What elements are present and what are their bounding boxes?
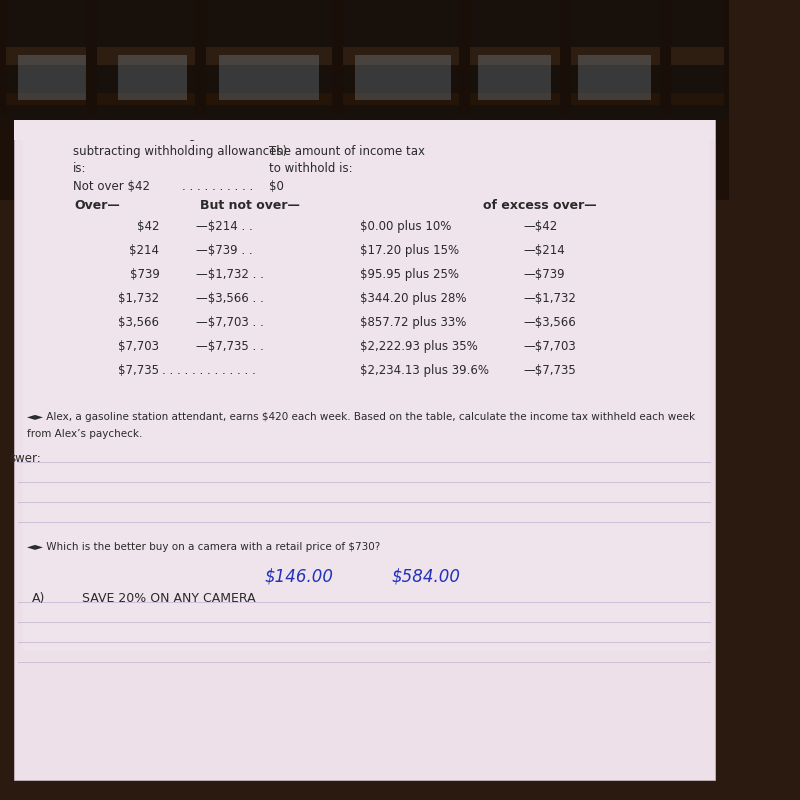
Text: $344.20 plus 28%: $344.20 plus 28% bbox=[360, 292, 466, 305]
Text: ◄► Alex, a gasoline station attendant, earns $420 each week. Based on the table,: ◄► Alex, a gasoline station attendant, e… bbox=[27, 412, 695, 422]
Text: $3,566: $3,566 bbox=[118, 316, 159, 329]
Text: $17.20 plus 15%: $17.20 plus 15% bbox=[360, 244, 459, 257]
Text: (a): (a) bbox=[73, 107, 95, 120]
Text: A): A) bbox=[32, 592, 46, 605]
Text: $1,732: $1,732 bbox=[118, 292, 159, 305]
Bar bbox=[0, 0, 729, 120]
Text: subtracting withholding allowances): subtracting withholding allowances) bbox=[73, 145, 287, 158]
Bar bbox=[218, 55, 318, 100]
Text: $584.00: $584.00 bbox=[392, 567, 461, 585]
Text: —$739 . .: —$739 . . bbox=[196, 244, 253, 257]
Text: $2,222.93 plus 35%: $2,222.93 plus 35% bbox=[360, 340, 478, 353]
Text: SINGLE person: SINGLE person bbox=[88, 107, 198, 120]
Text: —$1,732 . .: —$1,732 . . bbox=[196, 268, 264, 281]
Text: Over—: Over— bbox=[74, 199, 121, 212]
Text: $7,703: $7,703 bbox=[118, 340, 159, 353]
Bar bbox=[0, 47, 729, 65]
Text: —$7,735 . .: —$7,735 . . bbox=[196, 340, 263, 353]
Text: If the amount of wages (after: If the amount of wages (after bbox=[73, 128, 246, 141]
Text: ◄► Which is the better buy on a camera with a retail price of $730?: ◄► Which is the better buy on a camera w… bbox=[27, 542, 381, 552]
Text: —$42: —$42 bbox=[524, 220, 558, 233]
Text: $95.95 plus 25%: $95.95 plus 25% bbox=[360, 268, 458, 281]
Text: (including head of household)—: (including head of household)— bbox=[216, 107, 433, 120]
Bar bbox=[0, 0, 729, 200]
Text: —$7,735: —$7,735 bbox=[524, 364, 577, 377]
Text: from Alex’s paycheck.: from Alex’s paycheck. bbox=[27, 429, 142, 439]
Text: $42: $42 bbox=[137, 220, 159, 233]
Bar bbox=[0, 93, 729, 105]
FancyBboxPatch shape bbox=[22, 120, 710, 650]
Bar bbox=[355, 55, 451, 100]
Text: —$7,703: —$7,703 bbox=[524, 340, 577, 353]
Bar bbox=[478, 55, 551, 100]
Text: —$214: —$214 bbox=[524, 244, 566, 257]
Text: is:: is: bbox=[73, 162, 86, 175]
Text: The amount of income tax: The amount of income tax bbox=[269, 145, 425, 158]
Text: swer:: swer: bbox=[9, 452, 41, 465]
Bar bbox=[118, 55, 186, 100]
Text: But not over—: But not over— bbox=[200, 199, 300, 212]
FancyBboxPatch shape bbox=[14, 110, 715, 780]
Text: $214: $214 bbox=[130, 244, 159, 257]
Bar bbox=[578, 55, 651, 100]
Text: to withhold is:: to withhold is: bbox=[269, 162, 352, 175]
Text: —$1,732: —$1,732 bbox=[524, 292, 577, 305]
Text: SAVE 20% ON ANY CAMERA: SAVE 20% ON ANY CAMERA bbox=[82, 592, 255, 605]
Text: —$214 . .: —$214 . . bbox=[196, 220, 253, 233]
Text: . . . . . . . . . .: . . . . . . . . . . bbox=[182, 180, 254, 193]
Text: Not over $42: Not over $42 bbox=[73, 180, 150, 193]
Text: $0.00 plus 10%: $0.00 plus 10% bbox=[360, 220, 451, 233]
Text: —$3,566: —$3,566 bbox=[524, 316, 577, 329]
Text: $857.72 plus 33%: $857.72 plus 33% bbox=[360, 316, 466, 329]
Text: $146.00: $146.00 bbox=[264, 567, 333, 585]
FancyBboxPatch shape bbox=[14, 110, 715, 140]
Text: $7,735: $7,735 bbox=[118, 364, 159, 377]
Text: of excess over—: of excess over— bbox=[482, 199, 596, 212]
Bar bbox=[62, 80, 73, 130]
Text: $739: $739 bbox=[130, 268, 159, 281]
Text: $0: $0 bbox=[269, 180, 283, 193]
Text: —$7,703 . .: —$7,703 . . bbox=[196, 316, 263, 329]
Text: . . . . . . . . . . . . .: . . . . . . . . . . . . . bbox=[162, 364, 256, 377]
Text: —$739: —$739 bbox=[524, 268, 566, 281]
Text: $2,234.13 plus 39.6%: $2,234.13 plus 39.6% bbox=[360, 364, 489, 377]
Text: Percentage Method Tables for Income Tax Withholding for Weekly Pay Period: Percentage Method Tables for Income Tax … bbox=[91, 80, 637, 94]
Text: —$3,566 . .: —$3,566 . . bbox=[196, 292, 263, 305]
Bar bbox=[18, 55, 86, 100]
